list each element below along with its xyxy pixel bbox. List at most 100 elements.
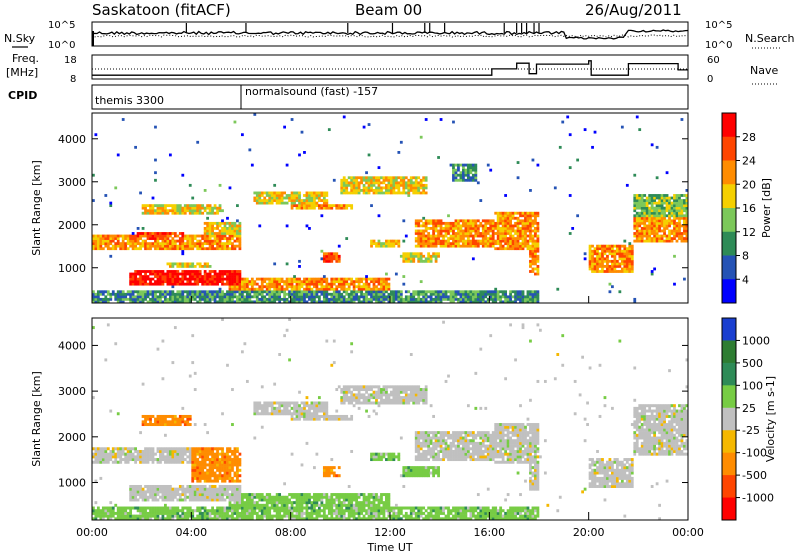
heatmap-cell <box>231 290 234 294</box>
heatmap-cell <box>519 297 522 301</box>
heatmap-cell <box>233 120 237 124</box>
heatmap-cell <box>176 272 180 276</box>
heatmap-cell <box>226 295 229 299</box>
heatmap-cell <box>511 239 515 243</box>
heatmap-cell <box>211 498 214 502</box>
heatmap-cell <box>268 287 272 291</box>
heatmap-cell <box>628 262 632 266</box>
heatmap-cell <box>673 206 676 210</box>
heatmap-cell <box>414 191 418 195</box>
heatmap-cell <box>593 252 597 256</box>
heatmap-cell <box>471 234 475 238</box>
heatmap-cell <box>198 449 202 453</box>
heatmap-cell <box>650 219 654 223</box>
heatmap-cell <box>211 247 214 251</box>
heatmap-cell <box>342 282 346 286</box>
heatmap-cell <box>531 252 535 256</box>
heatmap-cell <box>188 237 192 240</box>
heatmap-cell <box>665 227 669 230</box>
heatmap-cell <box>454 168 458 172</box>
heatmap-cell <box>211 493 214 497</box>
heatmap-cell <box>385 191 388 195</box>
heatmap-cell <box>588 257 592 261</box>
heatmap-cell <box>407 189 411 192</box>
heatmap-cell <box>248 280 252 284</box>
heatmap-cell <box>484 295 488 299</box>
heatmap-cell <box>181 509 185 513</box>
heatmap-cell <box>168 282 172 286</box>
heatmap-cell <box>439 224 443 228</box>
heatmap-cell <box>270 498 274 502</box>
heatmap-cell <box>449 224 453 228</box>
heatmap-cell <box>265 277 269 281</box>
colorbar-swatch <box>722 255 736 280</box>
heatmap-cell <box>218 487 222 491</box>
heatmap-cell <box>208 463 212 467</box>
heatmap-cell <box>136 227 140 230</box>
heatmap-cell <box>216 493 219 497</box>
heatmap-cell <box>191 292 195 296</box>
heatmap-cell <box>417 252 421 256</box>
heatmap-cell <box>298 297 301 301</box>
freq-label: Freq. <box>12 52 39 65</box>
heatmap-cell <box>168 209 172 213</box>
heatmap-cell <box>99 509 103 513</box>
heatmap-cell <box>114 242 118 246</box>
heatmap-cell <box>226 363 229 367</box>
heatmap-cell <box>168 506 172 510</box>
heatmap-cell <box>526 244 530 248</box>
heatmap-cell <box>399 191 403 195</box>
heatmap-cell <box>129 244 133 248</box>
heatmap-cell <box>156 458 160 462</box>
heatmap-cell <box>196 290 200 294</box>
heatmap-cell <box>454 237 458 240</box>
heatmap-cell <box>146 270 150 273</box>
heatmap-cell <box>126 247 130 251</box>
heatmap-cell <box>156 237 160 240</box>
heatmap-cell <box>198 280 202 284</box>
heatmap-cell <box>171 292 175 296</box>
heatmap-cell <box>680 199 684 202</box>
heatmap-cell <box>255 401 259 405</box>
heatmap-cell <box>382 244 386 248</box>
heatmap-cell <box>218 270 222 273</box>
heatmap-cell <box>365 275 368 278</box>
heatmap-cell <box>489 227 493 230</box>
heatmap-cell <box>226 471 229 475</box>
heatmap-cell <box>645 199 649 202</box>
heatmap-cell <box>670 232 674 235</box>
heatmap-cell <box>377 280 381 284</box>
heatmap-cell <box>601 262 604 266</box>
heatmap-cell <box>665 196 669 200</box>
heatmap-cell <box>268 412 272 416</box>
heatmap-cell <box>121 295 125 299</box>
heatmap-cell <box>668 229 671 233</box>
heatmap-cell <box>258 412 262 416</box>
heatmap-cell <box>596 270 599 273</box>
heatmap-cell <box>99 244 103 248</box>
heatmap-cell <box>320 206 324 210</box>
heatmap-cell <box>273 495 277 499</box>
heatmap-cell <box>188 297 192 301</box>
heatmap-cell <box>337 295 341 299</box>
heatmap-cell <box>342 206 346 210</box>
heatmap-cell <box>236 490 239 494</box>
heatmap-cell <box>223 458 227 462</box>
heatmap-cell <box>469 219 473 223</box>
heatmap-cell <box>362 176 366 180</box>
heatmap-cell <box>168 414 172 418</box>
heatmap-cell <box>355 295 359 299</box>
heatmap-cell <box>683 229 686 233</box>
heatmap-cell <box>238 244 242 248</box>
heatmap-cell <box>228 232 232 235</box>
heatmap-cell <box>216 239 219 243</box>
heatmap-cell <box>186 237 190 240</box>
heatmap-cell <box>315 201 319 205</box>
heatmap-cell <box>673 237 676 240</box>
heatmap-cell <box>310 194 314 197</box>
heatmap-cell <box>332 290 336 294</box>
heatmap-cell <box>245 277 249 281</box>
heatmap-cell <box>181 206 185 210</box>
heatmap-cell <box>310 201 314 205</box>
heatmap-cell <box>670 221 674 225</box>
